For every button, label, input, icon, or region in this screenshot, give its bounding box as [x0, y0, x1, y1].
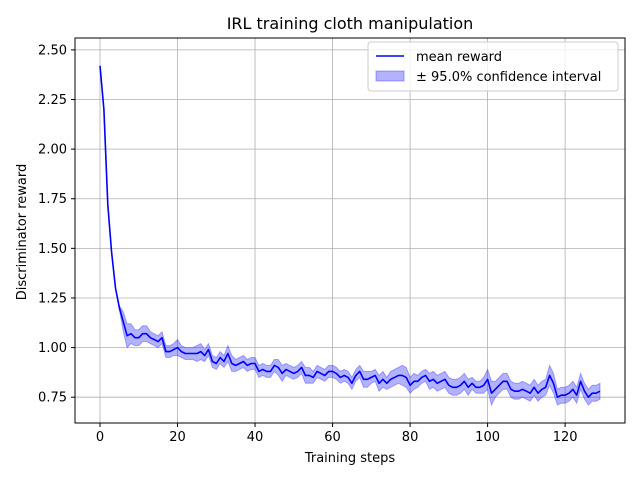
- y-axis-ticks: 0.75 1.00 1.25 1.50 1.75 2.00 2.25 2.50: [38, 43, 75, 406]
- mean-reward-line: [99, 65, 601, 398]
- legend-label-confidence-interval: ± 95.0% confidence interval: [416, 70, 601, 85]
- x-tick-label: 80: [402, 430, 419, 445]
- x-tick-label: 120: [553, 430, 578, 445]
- x-tick-label: 20: [169, 430, 186, 445]
- x-axis-ticks: 0 20 40 60 80 100 120: [96, 423, 578, 445]
- y-tick-label: 2.25: [38, 93, 67, 108]
- y-axis-label: Discriminator reward: [15, 164, 30, 301]
- x-tick-label: 0: [96, 430, 104, 445]
- y-tick-label: 1.75: [38, 192, 67, 207]
- plot-frame: [74, 37, 626, 424]
- legend-label-mean-reward: mean reward: [416, 50, 502, 65]
- y-tick-label: 1.00: [38, 341, 67, 356]
- y-tick-label: 1.25: [38, 291, 67, 306]
- legend-frame: [367, 41, 619, 92]
- chart-title: IRL training cloth manipulation: [227, 14, 474, 33]
- legend-band-swatch: [375, 70, 405, 82]
- y-tick-label: 0.75: [38, 391, 67, 406]
- grid-lines: [75, 38, 625, 423]
- x-tick-label: 40: [247, 430, 264, 445]
- x-axis-label: Training steps: [304, 451, 396, 466]
- x-tick-label: 60: [324, 430, 341, 445]
- y-tick-label: 2.50: [38, 43, 67, 58]
- y-tick-label: 1.50: [38, 242, 67, 257]
- x-tick-label: 100: [475, 430, 500, 445]
- legend: mean reward ± 95.0% confidence interval: [367, 41, 619, 92]
- y-tick-label: 2.00: [38, 143, 67, 158]
